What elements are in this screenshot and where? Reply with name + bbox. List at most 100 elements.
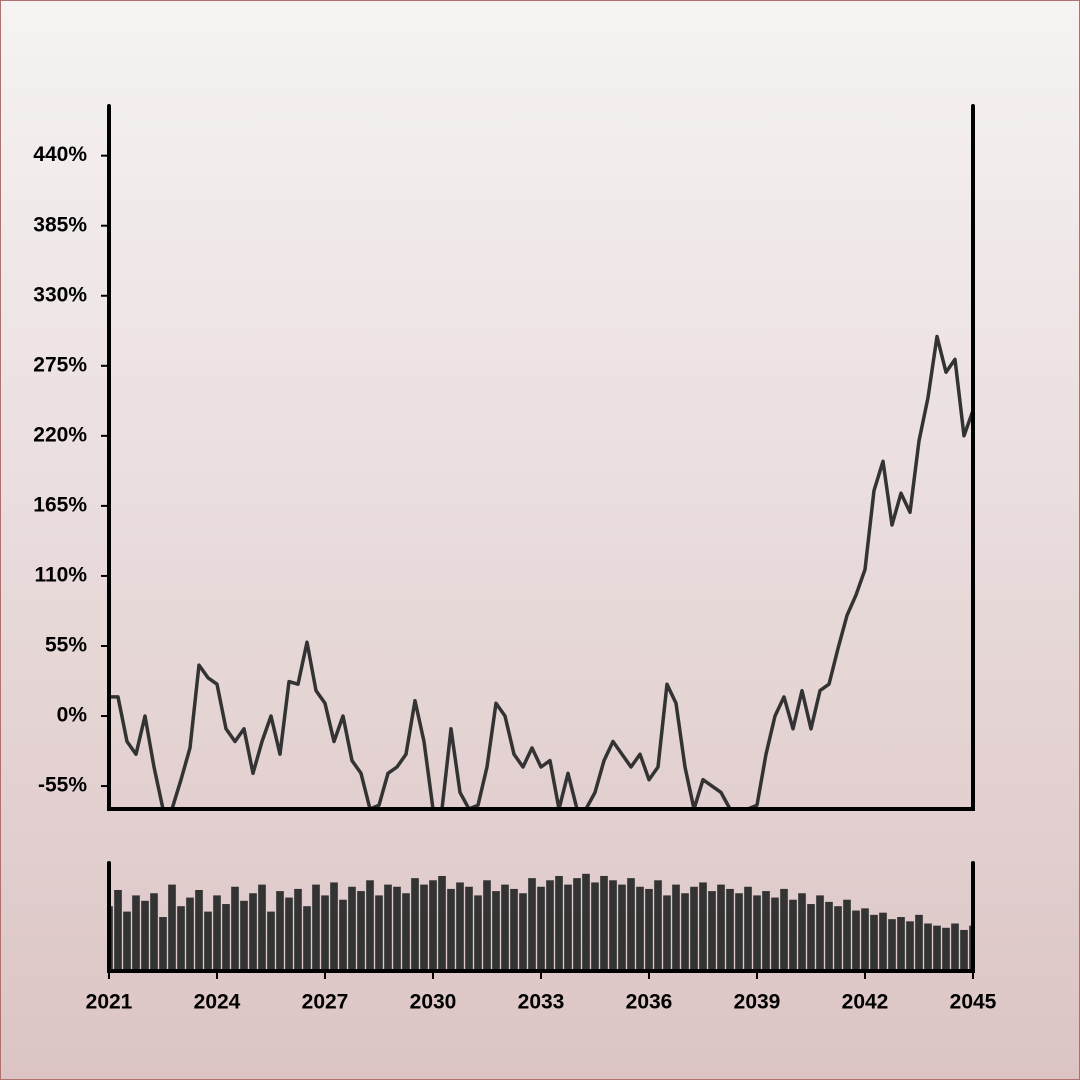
- volume-bar: [609, 880, 617, 971]
- y-tick-label: 275%: [33, 353, 87, 376]
- volume-bar: [492, 891, 500, 971]
- volume-bar: [456, 882, 464, 971]
- volume-bar: [924, 923, 932, 971]
- y-tick-label: 55%: [45, 634, 87, 657]
- volume-bar: [510, 888, 518, 971]
- volume-bar: [888, 919, 896, 971]
- x-tick-label: 2042: [842, 991, 889, 1014]
- volume-bar: [591, 882, 599, 971]
- x-tick-label: 2036: [626, 991, 673, 1014]
- volume-bar: [150, 893, 158, 971]
- volume-bar: [546, 880, 554, 971]
- volume-bar: [303, 906, 311, 971]
- volume-bar: [789, 899, 797, 971]
- volume-bar: [474, 895, 482, 971]
- y-tick-label: 440%: [33, 143, 87, 166]
- y-tick-label: 330%: [33, 283, 87, 306]
- volume-bar: [267, 911, 275, 971]
- volume-bar: [852, 910, 860, 971]
- volume-bar: [312, 884, 320, 971]
- volume-bar: [447, 888, 455, 971]
- volume-bar: [465, 886, 473, 971]
- volume-bar: [645, 888, 653, 971]
- volume-bar: [843, 899, 851, 971]
- price-axes: [107, 104, 975, 811]
- volume-bar: [726, 888, 734, 971]
- x-tick-label: 2021: [86, 991, 133, 1014]
- volume-bar: [438, 875, 446, 971]
- volume-bar: [672, 884, 680, 971]
- volume-bar: [690, 886, 698, 971]
- volume-bar: [411, 878, 419, 971]
- volume-bar: [330, 882, 338, 971]
- volume-bar: [717, 884, 725, 971]
- volume-bar: [906, 921, 914, 971]
- volume-bar: [195, 890, 203, 971]
- volume-bar: [681, 893, 689, 971]
- volume-bar: [798, 893, 806, 971]
- volume-bar: [744, 886, 752, 971]
- volume-bar: [699, 882, 707, 971]
- volume-bar: [825, 901, 833, 971]
- volume-bar: [573, 878, 581, 971]
- volume-bar: [375, 895, 383, 971]
- y-tick-label: 385%: [33, 213, 87, 236]
- volume-bar: [879, 912, 887, 971]
- volume-bar: [897, 917, 905, 971]
- volume-bar: [663, 895, 671, 971]
- volume-bar: [870, 914, 878, 971]
- volume-bar: [816, 895, 824, 971]
- volume-bar: [222, 904, 230, 971]
- price-line: [109, 334, 973, 809]
- volume-bar: [285, 897, 293, 971]
- volume-bar: [384, 884, 392, 971]
- volume-bar: [735, 893, 743, 971]
- volume-bar: [123, 911, 131, 971]
- x-tick-label: 2027: [302, 991, 349, 1014]
- volume-bar: [951, 923, 959, 971]
- volume-bar: [618, 884, 626, 971]
- volume-bar: [258, 884, 266, 971]
- volume-bar: [537, 886, 545, 971]
- volume-bar: [942, 927, 950, 971]
- volume-bar: [915, 914, 923, 971]
- volume-bar: [366, 880, 374, 971]
- volume-bar: [753, 895, 761, 971]
- volume-bar: [960, 929, 968, 971]
- volume-bar: [582, 873, 590, 971]
- y-tick-label: 220%: [33, 423, 87, 446]
- volume-bar: [564, 884, 572, 971]
- volume-bar: [168, 884, 176, 971]
- volume-bar: [429, 880, 437, 971]
- x-tick-label: 2024: [194, 991, 241, 1014]
- volume-bar: [348, 886, 356, 971]
- volume-bar: [240, 900, 248, 971]
- volume-bar: [555, 875, 563, 971]
- volume-bar: [159, 917, 167, 971]
- volume-bar: [636, 886, 644, 971]
- x-tick-label: 2033: [518, 991, 565, 1014]
- volume-bar: [339, 899, 347, 971]
- volume-bar: [627, 878, 635, 971]
- volume-bar: [186, 897, 194, 971]
- volume-bar: [771, 897, 779, 971]
- volume-bar: [780, 888, 788, 971]
- volume-bar: [483, 880, 491, 971]
- volume-bar: [600, 875, 608, 971]
- volume-bar: [402, 893, 410, 971]
- volume-bar: [249, 893, 257, 971]
- volume-bar: [501, 884, 509, 971]
- volume-bar: [420, 884, 428, 971]
- volume-bar: [321, 895, 329, 971]
- volume-bar: [177, 906, 185, 971]
- volume-bar: [807, 904, 815, 971]
- volume-bar: [114, 890, 122, 971]
- volume-bar: [519, 893, 527, 971]
- volume-bar: [861, 908, 869, 971]
- volume-bar: [708, 891, 716, 971]
- volume-bar: [141, 900, 149, 971]
- volume-bar: [933, 925, 941, 971]
- volume-bar: [204, 911, 212, 971]
- volume-bar: [213, 895, 221, 971]
